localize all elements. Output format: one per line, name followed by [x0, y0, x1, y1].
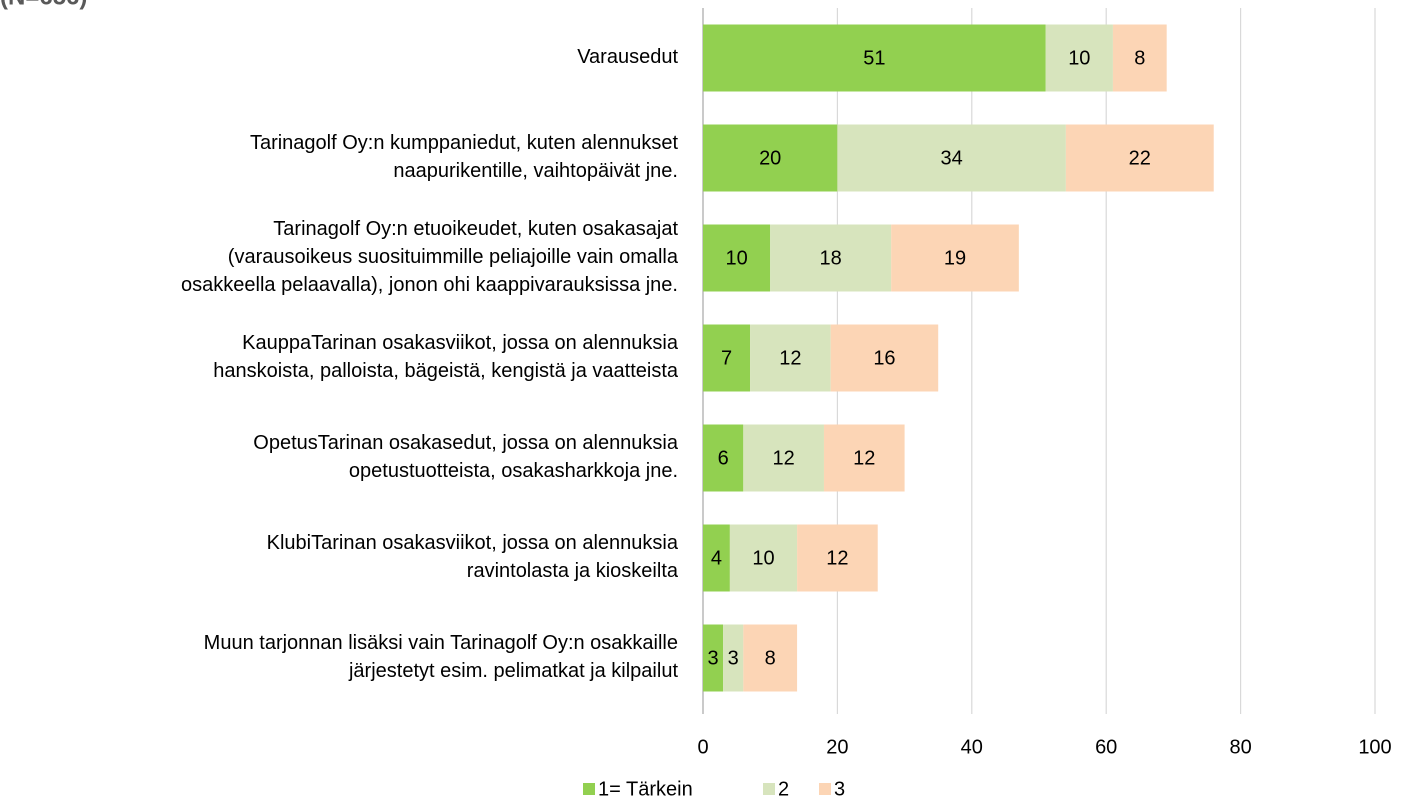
bar-segment: [1065, 124, 1214, 192]
data-label: 16: [873, 347, 895, 369]
y-tick-label: Tarinagolf Oy:n etuoikeudet, kuten osaka…: [181, 218, 679, 296]
legend-swatch: [763, 783, 775, 795]
y-tick-label: KauppaTarinan osakasviikot, jossa on ale…: [213, 332, 679, 382]
data-label: 3: [708, 647, 719, 669]
data-label: 10: [752, 547, 774, 569]
data-label: 12: [826, 547, 848, 569]
bar-segment: [891, 224, 1019, 292]
data-label: 18: [820, 247, 842, 269]
x-tick-label: 60: [1095, 736, 1117, 758]
legend-swatch: [819, 783, 831, 795]
bar-segment: [703, 624, 724, 692]
y-tick-label: Tarinagolf Oy:n kumppaniedut, kuten alen…: [250, 132, 678, 182]
legend-swatch: [583, 783, 595, 795]
data-label: 12: [779, 347, 801, 369]
bar-segment: [750, 324, 831, 392]
bar-segment: [797, 524, 878, 592]
y-tick-label: Muun tarjonnan lisäksi vain Tarinagolf O…: [204, 632, 679, 682]
data-label: 10: [1068, 47, 1090, 69]
legend-label: 3: [834, 778, 845, 800]
data-label: 20: [759, 147, 781, 169]
y-tick-label: KlubiTarinan osakasviikot, jossa on alen…: [267, 532, 679, 582]
x-tick-label: 80: [1229, 736, 1251, 758]
x-tick-label: 40: [961, 736, 983, 758]
bar-segment: [1045, 24, 1113, 92]
bar-segment: [703, 324, 751, 392]
bar-segment: [770, 224, 892, 292]
bar-segment: [823, 424, 905, 492]
data-label: 51: [863, 47, 885, 69]
data-label: 12: [853, 447, 875, 469]
data-label: 3: [728, 647, 739, 669]
data-label: 19: [944, 247, 966, 269]
bar-segment: [743, 624, 798, 692]
bar-segment: [837, 124, 1066, 192]
bar-segment: [1112, 24, 1167, 92]
bar-segment: [703, 424, 744, 492]
y-tick-label: OpetusTarinan osakasedut, jossa on alenn…: [253, 432, 679, 482]
x-tick-label: 0: [697, 736, 708, 758]
data-label: 10: [725, 247, 747, 269]
data-label: 8: [765, 647, 776, 669]
chart-subtitle: (N=656): [0, 0, 87, 10]
y-tick-label: Varausedut: [577, 46, 678, 68]
bar-segment: [703, 24, 1046, 92]
bar-segment: [729, 524, 798, 592]
legend-label: 1= Tärkein: [598, 778, 693, 800]
bar-segment: [743, 424, 824, 492]
bar-segment: [703, 224, 771, 292]
x-tick-label: 100: [1358, 736, 1391, 758]
data-label: 8: [1134, 47, 1145, 69]
data-label: 7: [721, 347, 732, 369]
data-label: 4: [711, 547, 722, 569]
bar-segment: [830, 324, 939, 392]
data-label: 22: [1129, 147, 1151, 169]
bar-segment: [703, 524, 730, 592]
legend-label: 2: [778, 778, 789, 800]
data-label: 34: [941, 147, 963, 169]
bar-segment: [703, 124, 838, 192]
bar-segment: [723, 624, 744, 692]
data-label: 6: [718, 447, 729, 469]
data-label: 12: [773, 447, 795, 469]
x-tick-label: 20: [826, 736, 848, 758]
